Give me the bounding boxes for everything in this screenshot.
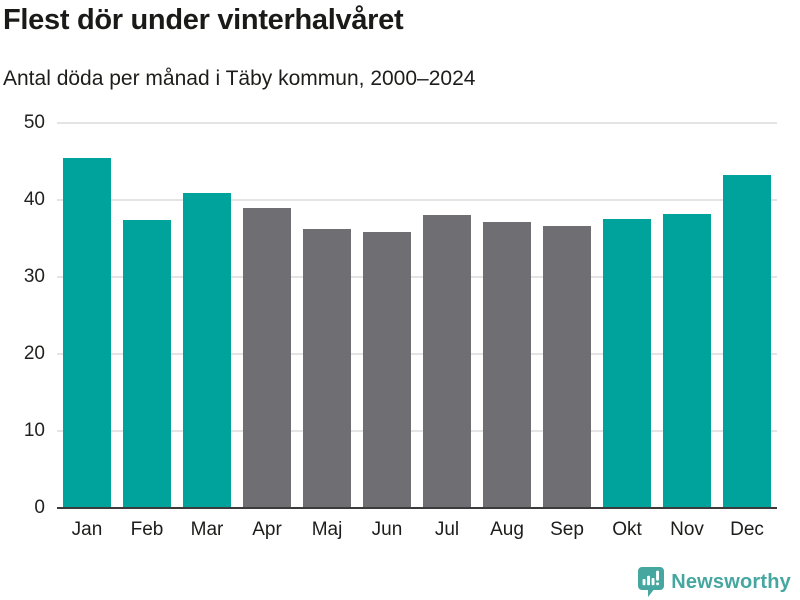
bar-jan xyxy=(63,158,111,508)
bar-jun xyxy=(363,231,411,508)
y-tick-label: 50 xyxy=(23,112,45,133)
plot-area xyxy=(57,122,777,509)
footer: Newsworthy xyxy=(638,567,791,597)
bar-sep xyxy=(543,226,591,508)
y-tick-label: 40 xyxy=(23,189,45,210)
chart-title: Flest dör under vinterhalvåret xyxy=(3,4,404,36)
bar-cell xyxy=(357,123,417,508)
bar-cell xyxy=(177,123,237,508)
bar-okt xyxy=(603,219,651,508)
gridline xyxy=(57,353,777,355)
bar-nov xyxy=(663,213,711,508)
x-tick-label-jan: Jan xyxy=(71,519,103,540)
newsworthy-logo-icon xyxy=(638,567,665,597)
chart-subtitle: Antal döda per månad i Täby kommun, 2000… xyxy=(3,67,476,90)
bar-jul xyxy=(423,214,471,508)
y-tick-label: 10 xyxy=(23,420,45,441)
gridline xyxy=(57,199,777,201)
x-axis-line xyxy=(57,507,777,509)
bar-aug xyxy=(483,221,531,508)
y-tick-label: 30 xyxy=(23,266,45,287)
bar-apr xyxy=(243,208,291,508)
bar-cell xyxy=(57,123,117,508)
x-tick-label-jun: Jun xyxy=(371,519,403,540)
bar-cell xyxy=(537,123,597,508)
brand-name: Newsworthy xyxy=(671,570,791,593)
gridline xyxy=(57,276,777,278)
bar-chart: 0 10 20 30 40 50 Jan Feb Mar Apr Maj Jun Jul Aug Sep O… xyxy=(0,108,800,553)
gridline xyxy=(57,122,777,124)
bar-cell xyxy=(237,123,297,508)
x-tick-label-feb: Feb xyxy=(130,519,164,540)
bar-cell xyxy=(297,123,357,508)
y-tick-label: 0 xyxy=(34,497,45,518)
x-tick-label-dec: Dec xyxy=(730,519,764,540)
bar-cell xyxy=(477,123,537,508)
x-tick-label-sep: Sep xyxy=(550,519,584,540)
bar-cell xyxy=(717,123,777,508)
gridline xyxy=(57,430,777,432)
bar-maj xyxy=(303,228,351,508)
x-tick-label-maj: Maj xyxy=(311,519,343,540)
bar-feb xyxy=(123,220,171,508)
x-tick-label-nov: Nov xyxy=(670,519,704,540)
x-axis: Jan Feb Mar Apr Maj Jun Jul Aug Sep Okt Nov Dec xyxy=(57,519,777,541)
bar-cell xyxy=(117,123,177,508)
bar-mar xyxy=(183,193,231,508)
x-tick-label-jul: Jul xyxy=(434,519,460,540)
bars-container xyxy=(57,123,777,508)
bar-cell xyxy=(597,123,657,508)
bar-cell xyxy=(657,123,717,508)
bar-cell xyxy=(417,123,477,508)
x-tick-label-mar: Mar xyxy=(190,519,224,540)
x-tick-label-okt: Okt xyxy=(612,519,642,540)
y-tick-label: 20 xyxy=(23,343,45,364)
bar-dec xyxy=(723,174,771,508)
x-tick-label-aug: Aug xyxy=(490,519,524,540)
x-tick-label-apr: Apr xyxy=(252,519,282,540)
